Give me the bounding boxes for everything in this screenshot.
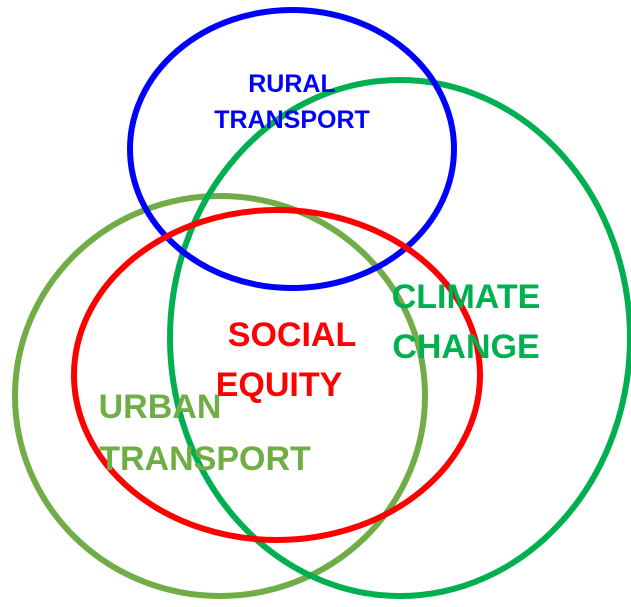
climate-label-2: CHANGE — [392, 328, 539, 366]
equity-circle — [71, 207, 483, 543]
urban-label-2: TRANSPORT — [99, 440, 311, 478]
rural-circle — [127, 7, 457, 291]
equity-label-1: SOCIAL — [228, 316, 356, 354]
rural-label-1: RURAL — [248, 70, 336, 98]
urban-circle — [12, 193, 428, 599]
urban-label-1: URBAN — [99, 388, 222, 426]
climate-label-1: CLIMATE — [392, 278, 541, 316]
equity-label-2: EQUITY — [216, 366, 343, 404]
rural-label-2: TRANSPORT — [214, 106, 370, 134]
climate-circle — [167, 77, 631, 599]
